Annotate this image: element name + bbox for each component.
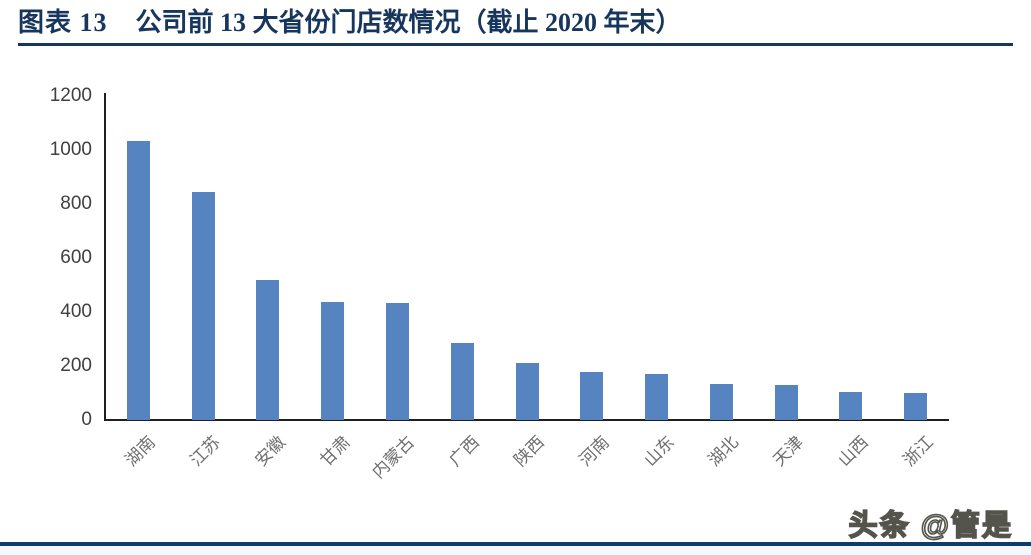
title-underline	[18, 43, 1013, 46]
x-category-label: 内蒙古	[368, 432, 419, 483]
y-tick-label: 400	[60, 301, 92, 322]
bottom-divider-line	[0, 542, 1031, 546]
bar-甘肃	[321, 301, 345, 420]
x-category-label: 湖北	[704, 432, 743, 471]
bar-湖北	[709, 384, 733, 420]
bar-河南	[580, 372, 604, 420]
toutiao-watermark: 头条 @管是	[848, 509, 1013, 543]
bar-湖南	[126, 140, 150, 420]
bar-安徽	[256, 279, 280, 420]
figure-title: 图表 13 公司前 13 大省份门店数情况（截止 2020 年末）	[18, 6, 1013, 40]
y-tick-label: 200	[60, 355, 92, 376]
figure-number-label: 图表 13	[18, 8, 108, 37]
y-tick-label: 600	[60, 247, 92, 268]
x-category-label: 浙江	[899, 432, 937, 471]
bar-广西	[450, 343, 474, 420]
y-tick-label: 0	[81, 409, 92, 430]
x-category-label: 湖南	[121, 432, 160, 471]
y-axis-line	[104, 93, 106, 421]
bottom-strip	[0, 546, 1031, 555]
y-tick-label: 1000	[49, 139, 92, 160]
bar-天津	[774, 384, 798, 420]
x-category-label: 陕西	[510, 432, 548, 471]
bar-陕西	[515, 363, 539, 420]
figure-title-text: 公司前 13 大省份门店数情况（截止 2020 年末）	[135, 8, 682, 37]
x-category-label: 山东	[640, 432, 678, 471]
y-tick-label: 1200	[49, 85, 92, 106]
x-category-label: 天津	[769, 432, 808, 471]
x-category-label: 山西	[834, 432, 872, 471]
bar-江苏	[191, 191, 215, 420]
x-category-label: 安徽	[251, 432, 289, 471]
x-category-label: 广西	[445, 432, 484, 471]
x-category-label: 甘肃	[316, 432, 354, 471]
bar-山东	[645, 373, 669, 420]
x-category-label: 江苏	[186, 432, 225, 471]
bar-内蒙古	[385, 303, 409, 420]
bar-山西	[839, 392, 863, 420]
bar-浙江	[904, 393, 928, 420]
x-category-label: 河南	[575, 432, 613, 471]
x-axis-line	[104, 419, 949, 421]
y-tick-label: 800	[60, 193, 92, 214]
